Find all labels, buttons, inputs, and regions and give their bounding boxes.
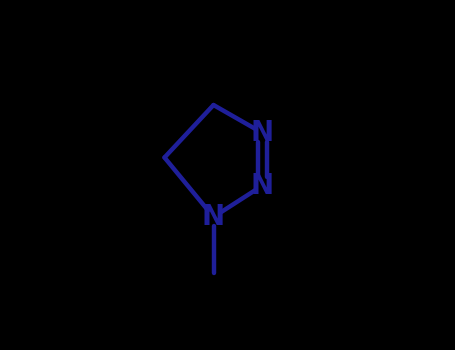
Text: N: N (251, 119, 274, 147)
Text: N: N (202, 203, 225, 231)
Text: N: N (251, 172, 274, 200)
